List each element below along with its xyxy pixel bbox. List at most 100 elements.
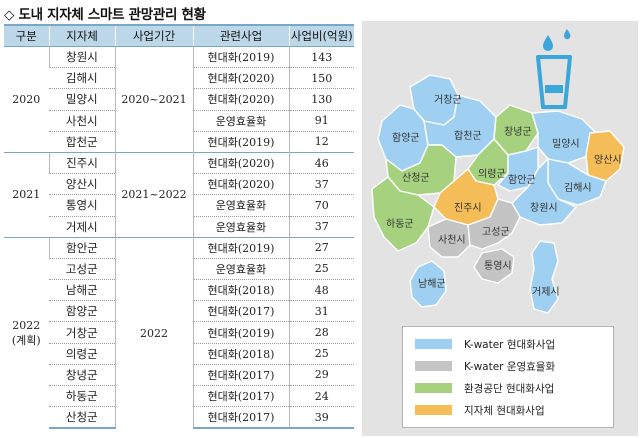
year-text: 2020	[12, 92, 41, 106]
amount-cell: 70	[288, 194, 354, 216]
table-row: 김해시 현대화(2020) 150	[4, 67, 354, 89]
table-row: 합천군 현대화(2019) 12	[4, 130, 354, 153]
legend-swatch	[415, 361, 452, 371]
map-label-jinju: 진주시	[454, 202, 482, 214]
city-cell: 통영시	[49, 194, 115, 216]
city-cell: 거제시	[49, 215, 115, 238]
map-label-geoje: 거제시	[532, 286, 560, 298]
header-city: 지자체	[48, 24, 115, 47]
project-cell: 운영효율화	[192, 109, 289, 132]
year-note: (계획)	[11, 333, 41, 347]
city-cell: 함양군	[49, 300, 115, 322]
map-label-sancheong: 산청군	[402, 172, 430, 184]
amount-cell: 12	[288, 130, 354, 153]
city-cell: 창녕군	[49, 363, 115, 386]
amount-cell: 48	[288, 279, 354, 301]
map-label-miryang: 밀양시	[552, 138, 580, 150]
map-label-geochang: 거창군	[434, 94, 462, 106]
project-cell: 현대화(2017)	[192, 406, 289, 430]
amount-cell: 143	[288, 45, 354, 68]
amount-cell: 27	[288, 236, 354, 259]
legend-item-env-modern: 환경공단 현대화사업	[415, 381, 554, 395]
legend-swatch	[415, 405, 452, 415]
amount-cell: 46	[288, 151, 354, 174]
header-project: 관련사업	[192, 24, 289, 47]
city-cell: 양산시	[49, 173, 115, 195]
project-cell: 현대화(2018)	[192, 279, 289, 301]
table-header-row: 구분 지자체 사업기간 관련사업 사업비(억원)	[4, 24, 354, 47]
table-row: 2021 진주시 2021~2022 현대화(2020) 46	[4, 151, 354, 238]
table-row: 거창군 현대화(2019) 28	[4, 321, 354, 344]
city-cell: 거창군	[49, 321, 115, 344]
table-row: 하동군 현대화(2017) 24	[4, 384, 354, 407]
table-row: 남해군 현대화(2018) 48	[4, 279, 354, 301]
city-cell: 고성군	[49, 257, 115, 280]
city-cell: 합천군	[49, 130, 115, 153]
period-cell: 2020~2021	[114, 46, 193, 153]
project-cell: 현대화(2019)	[192, 130, 289, 153]
year-cell: 2021	[4, 151, 49, 238]
city-cell: 의령군	[49, 342, 115, 365]
city-cell: 사천시	[49, 109, 115, 132]
city-cell: 함안군	[48, 236, 115, 259]
water-glass-icon	[536, 29, 572, 109]
table-row: 산청군 현대화(2017) 39	[4, 406, 354, 430]
map-label-yangsan: 양산시	[594, 154, 622, 166]
project-cell: 현대화(2018)	[192, 342, 289, 365]
region-sacheon	[427, 218, 471, 258]
table-row: 고성군 운영효율화 25	[4, 257, 354, 280]
project-cell: 현대화(2017)	[192, 300, 289, 322]
year-cell: 2022 (계획)	[4, 236, 49, 429]
table-row: 2022 (계획) 함안군 2022 현대화(2019) 27	[4, 236, 354, 429]
status-table: 구분 지자체 사업기간 관련사업 사업비(억원) 2020 창원시 2020~202…	[4, 24, 354, 430]
city-cell: 하동군	[49, 384, 115, 407]
map-label-uiryeong: 의령군	[478, 168, 506, 180]
table-row: 양산시 현대화(2020) 37	[4, 173, 354, 195]
amount-cell: 37	[288, 215, 354, 238]
legend-label: 환경공단 현대화사업	[464, 382, 555, 395]
map-label-changwon: 창원시	[530, 202, 558, 214]
amount-cell: 150	[288, 67, 354, 89]
region-yangsan	[585, 130, 625, 182]
project-cell: 현대화(2017)	[192, 363, 289, 386]
map-label-goseong: 고성군	[482, 226, 510, 238]
map-label-hamyang: 함양군	[392, 132, 420, 144]
map-label-hapcheon: 합천군	[454, 130, 482, 142]
table-body: 2020 창원시 2020~2021 현대화(2019) 143 김해시 현대화(2020)…	[4, 45, 354, 430]
year-cell: 2020	[4, 46, 49, 153]
map-panel: 거창군 함양군 합천군 창녕군 밀양시 양산시 의령군 산청군 함안군 김해시 …	[362, 21, 638, 436]
region-miryang	[531, 110, 597, 164]
page-title: ◇ 도내 지자체 스마트 관망관리 현황	[4, 7, 206, 23]
amount-cell: 25	[288, 257, 354, 280]
legend-label: K-water 운영효율화	[464, 360, 556, 373]
map-legend: K-water 현대화사업 K-water 운영효율화 환경공단 현대화사업 지…	[402, 326, 614, 428]
amount-cell: 25	[288, 342, 354, 365]
table-row: 통영시 운영효율화 70	[4, 194, 354, 216]
legend-item-local-modern: 지자체 현대화사업	[415, 403, 545, 417]
region-goseong	[467, 198, 521, 250]
city-cell: 김해시	[49, 67, 115, 89]
amount-cell: 37	[288, 173, 354, 195]
legend-item-kwater-ops: K-water 운영효율화	[415, 359, 555, 373]
region-geoje	[529, 240, 559, 314]
project-cell: 운영효율화	[192, 215, 289, 238]
amount-cell: 91	[288, 109, 354, 132]
table-row: 거제시 운영효율화 37	[4, 215, 354, 238]
amount-cell: 28	[288, 321, 354, 344]
amount-cell: 24	[288, 384, 354, 407]
city-cell: 산청군	[49, 406, 115, 430]
project-cell: 현대화(2017)	[192, 384, 289, 407]
project-cell: 현대화(2020)	[192, 67, 289, 89]
map-label-hadong: 하동군	[386, 217, 414, 230]
amount-cell: 29	[288, 363, 354, 386]
project-cell: 현대화(2019)	[192, 236, 289, 259]
project-cell: 현대화(2019)	[192, 321, 289, 344]
legend-swatch	[415, 383, 452, 393]
header-amount: 사업비(억원)	[288, 24, 354, 47]
city-cell: 남해군	[49, 279, 115, 301]
project-cell: 운영효율화	[192, 194, 289, 216]
region-namhae	[409, 260, 447, 308]
city-cell: 창원시	[48, 45, 115, 68]
region-tongyeong	[473, 248, 515, 284]
amount-cell: 39	[288, 406, 354, 430]
